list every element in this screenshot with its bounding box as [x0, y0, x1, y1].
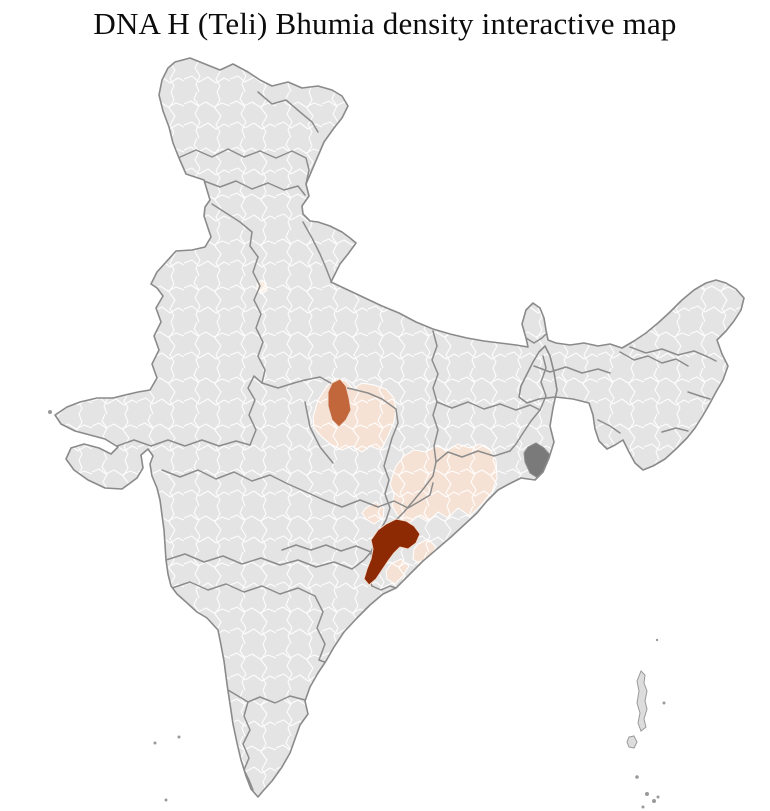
- lakshadweep-dot: [154, 742, 157, 745]
- india-map[interactable]: [0, 0, 770, 811]
- district-grid-pattern: [40, 50, 755, 805]
- lakshadweep-dot: [178, 736, 181, 739]
- lakshadweep-dot: [165, 799, 168, 802]
- map-canvas: DNA H (Teli) Bhumia density interactive …: [0, 0, 770, 811]
- kutch-creek-dot: [48, 410, 52, 414]
- andaman-nicobar-islands: [627, 671, 647, 748]
